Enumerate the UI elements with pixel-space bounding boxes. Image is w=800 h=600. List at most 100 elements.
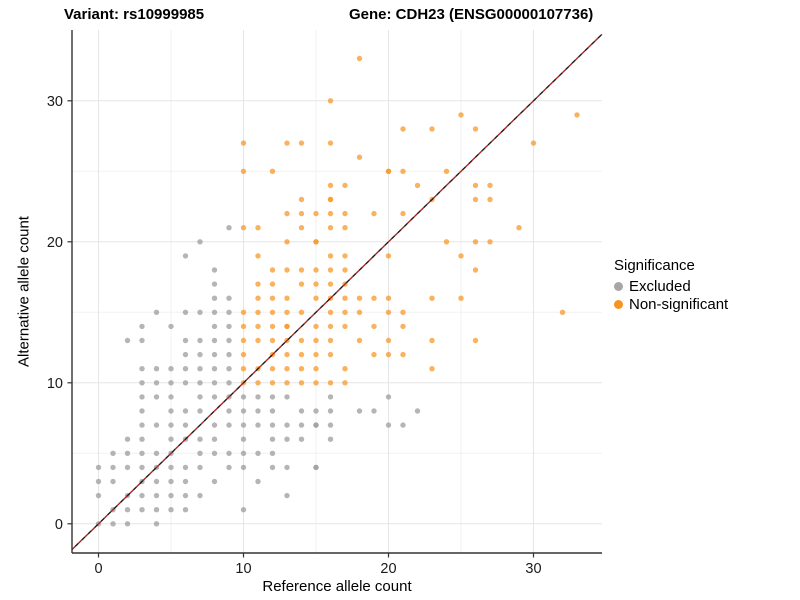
data-point [298, 351, 305, 358]
data-point [472, 267, 479, 273]
data-point [182, 507, 189, 513]
data-point [226, 225, 232, 231]
data-point [197, 337, 203, 344]
data-point [211, 450, 218, 456]
data-point [255, 422, 261, 428]
y-tick-label: 0 [55, 517, 63, 533]
data-point [110, 450, 116, 456]
data-point [472, 182, 479, 189]
data-point [400, 210, 406, 217]
data-point [226, 366, 232, 372]
data-point [472, 337, 479, 344]
data-point [342, 253, 348, 259]
data-point [313, 281, 319, 287]
data-point [429, 337, 435, 344]
data-point [400, 422, 406, 428]
gene-title: Gene: CDH23 (ENSG00000107736) [349, 6, 594, 23]
data-point [168, 422, 174, 428]
data-point [313, 366, 319, 372]
y-tick-label: 10 [47, 376, 63, 392]
data-point [139, 507, 145, 513]
data-point [269, 267, 276, 273]
data-point [356, 295, 363, 301]
x-tick-label: 30 [525, 561, 541, 577]
data-point [327, 267, 334, 273]
variant-title: Variant: rs10999985 [64, 6, 205, 23]
data-point [255, 295, 261, 301]
data-point [371, 408, 377, 414]
data-point [313, 323, 319, 330]
y-tick-label: 30 [47, 94, 63, 110]
data-point [298, 267, 305, 273]
legend-item-excluded: Excluded [614, 277, 728, 295]
data-point [284, 210, 290, 217]
data-point [298, 281, 305, 287]
data-point [197, 366, 203, 372]
data-point [356, 408, 363, 414]
data-point [284, 422, 290, 428]
data-point [139, 492, 145, 499]
data-point [400, 351, 406, 358]
data-point [139, 422, 145, 428]
data-point [298, 422, 305, 428]
data-point [240, 394, 247, 400]
data-point [211, 309, 218, 315]
data-point [298, 366, 305, 372]
data-point [153, 422, 160, 428]
data-point [284, 239, 290, 245]
data-point [182, 351, 189, 358]
data-point [327, 309, 334, 315]
data-point [284, 436, 290, 442]
data-point [226, 422, 232, 428]
data-point [255, 323, 261, 330]
data-point [327, 408, 334, 414]
data-point [472, 239, 479, 245]
data-point [269, 323, 276, 330]
data-point [371, 210, 377, 217]
data-point [110, 521, 116, 527]
data-point [139, 323, 145, 330]
data-point-overplot [313, 422, 319, 428]
data-point [269, 281, 276, 287]
data-point [255, 309, 261, 315]
data-point [284, 267, 290, 273]
data-point [284, 351, 290, 358]
data-point [385, 295, 392, 301]
data-point [284, 394, 290, 400]
data-point [443, 239, 450, 245]
data-point [298, 140, 305, 146]
data-point [487, 239, 493, 245]
data-point [342, 366, 348, 372]
data-point [342, 182, 348, 189]
data-point [298, 210, 305, 217]
legend-item-label: Non-significant [629, 295, 729, 313]
data-point [211, 323, 218, 330]
data-point [110, 464, 116, 471]
data-point [168, 492, 174, 499]
data-point [269, 450, 276, 456]
data-point [240, 351, 247, 358]
data-point [139, 337, 145, 344]
data-point [385, 422, 392, 428]
data-point [269, 309, 276, 315]
data-point [255, 281, 261, 287]
data-point [226, 323, 232, 330]
data-point [429, 126, 435, 132]
data-point [327, 140, 334, 146]
data-point [139, 450, 145, 456]
identity-line-red-dashes [71, 33, 603, 551]
data-point [327, 337, 334, 344]
data-point [327, 323, 334, 330]
data-point [327, 225, 334, 231]
excluded-dot-icon [614, 281, 623, 291]
data-point [284, 380, 290, 386]
data-point [153, 507, 160, 513]
data-point [530, 140, 537, 146]
data-point [211, 337, 218, 344]
data-point [356, 309, 363, 315]
data-point [327, 98, 334, 104]
data-point [153, 366, 160, 372]
data-point [139, 366, 145, 372]
data-point [385, 309, 392, 315]
data-point [124, 507, 131, 513]
